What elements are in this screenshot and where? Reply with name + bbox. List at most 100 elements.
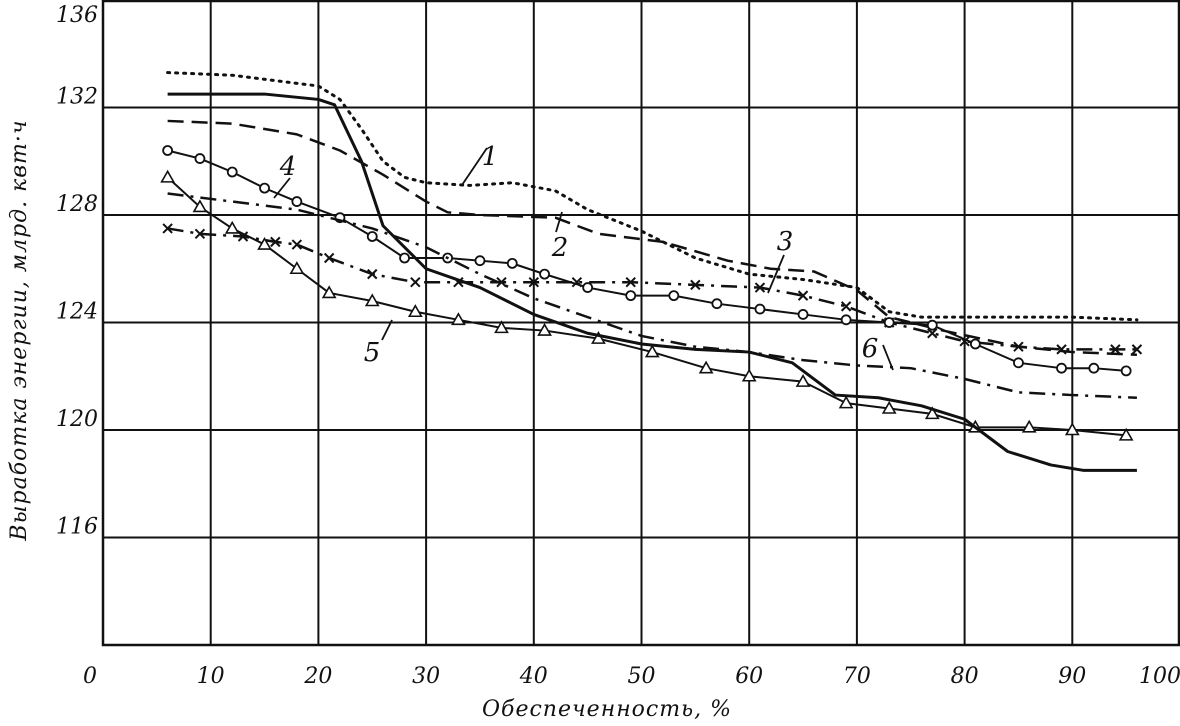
data-point-cross bbox=[1110, 344, 1121, 355]
y-tick-label: 116 bbox=[56, 515, 98, 540]
curve-label-6: 6 bbox=[862, 334, 879, 364]
data-point-triangle bbox=[795, 374, 811, 387]
data-point-circle bbox=[162, 145, 174, 156]
data-point-circle bbox=[711, 298, 723, 310]
data-point-circle bbox=[194, 153, 206, 164]
x-tick-label: 60 bbox=[735, 664, 763, 689]
data-point-triangle bbox=[1064, 422, 1080, 436]
curve-label-leader bbox=[555, 211, 563, 233]
data-point-triangle bbox=[257, 236, 272, 250]
data-point-triangle bbox=[289, 261, 305, 275]
x-tick-label: 10 bbox=[197, 664, 225, 689]
data-point-circle bbox=[291, 196, 303, 207]
curve-label-4: 4 bbox=[279, 152, 297, 182]
curve-label-5: 5 bbox=[364, 338, 381, 368]
x-tick-label: 90 bbox=[1058, 664, 1086, 689]
curve-label-leader bbox=[273, 177, 291, 199]
y-tick-label: 124 bbox=[56, 300, 98, 325]
data-point-triangle bbox=[698, 360, 714, 374]
data-point-circle bbox=[259, 182, 270, 194]
x-tick-label: 40 bbox=[519, 664, 548, 689]
x-tick-label: 50 bbox=[628, 664, 656, 689]
y-axis-title: Выработка энергии, млрд. квт·ч bbox=[7, 119, 32, 541]
data-point-circle bbox=[1013, 357, 1024, 369]
data-point-circle bbox=[1056, 362, 1067, 374]
y-tick-label: 136 bbox=[56, 3, 98, 28]
data-point-cross bbox=[367, 268, 378, 280]
curve-label-leader bbox=[767, 254, 785, 294]
data-point-triangle bbox=[741, 368, 757, 382]
data-point-circle bbox=[926, 319, 938, 331]
data-point-circle bbox=[840, 314, 852, 326]
x-tick-label: 80 bbox=[951, 664, 979, 689]
data-point-cross bbox=[690, 279, 701, 291]
data-point-circle bbox=[668, 290, 680, 302]
data-point-cross bbox=[1131, 344, 1143, 355]
data-point-cross bbox=[528, 276, 540, 288]
data-point-circle bbox=[883, 317, 895, 328]
curve-label-leader bbox=[461, 147, 488, 186]
data-point-triangle bbox=[192, 199, 208, 213]
data-point-circle bbox=[506, 257, 518, 269]
data-point-circle bbox=[625, 290, 637, 302]
data-point-circle bbox=[1120, 365, 1132, 377]
data-point-cross bbox=[237, 231, 249, 242]
curve-label-leader bbox=[882, 344, 894, 371]
x-tick-label: 100 bbox=[1139, 664, 1180, 689]
data-point-triangle bbox=[924, 406, 940, 420]
data-point-cross bbox=[323, 252, 335, 264]
data-point-cross bbox=[927, 328, 938, 339]
data-point-cross bbox=[291, 239, 303, 250]
data-point-circle bbox=[582, 282, 594, 293]
data-point-circle bbox=[399, 252, 410, 264]
data-point-circle bbox=[366, 231, 378, 242]
data-point-circle bbox=[1088, 362, 1100, 374]
x-tick-label: 70 bbox=[843, 664, 871, 689]
x-tick-label: 20 bbox=[303, 664, 332, 689]
data-point-cross bbox=[1056, 344, 1067, 355]
data-point-circle bbox=[474, 255, 486, 267]
data-point-circle bbox=[754, 303, 766, 315]
series-line-2 bbox=[167, 119, 1137, 356]
data-point-cross bbox=[496, 276, 507, 288]
data-point-circle bbox=[969, 338, 981, 350]
data-point-cross bbox=[754, 282, 766, 293]
data-point-triangle bbox=[881, 400, 897, 414]
series-line-4 bbox=[167, 149, 1127, 372]
data-point-triangle bbox=[407, 304, 423, 318]
curve-label-3: 3 bbox=[777, 227, 794, 257]
data-point-cross bbox=[1013, 341, 1024, 352]
data-point-triangle bbox=[321, 285, 337, 299]
data-point-cross bbox=[410, 276, 421, 288]
data-point-cross bbox=[797, 290, 809, 301]
data-point-triangle bbox=[160, 169, 175, 183]
data-point-cross bbox=[162, 223, 173, 234]
data-point-circle bbox=[797, 309, 809, 320]
data-point-circle bbox=[539, 268, 550, 280]
y-tick-label: 128 bbox=[56, 192, 98, 217]
data-point-circle bbox=[226, 166, 238, 178]
data-point-triangle bbox=[451, 312, 466, 326]
data-point-triangle bbox=[591, 331, 606, 344]
series-line-unnamed bbox=[167, 92, 1137, 472]
series-line-6 bbox=[167, 192, 1137, 399]
data-point-triangle bbox=[537, 322, 552, 336]
series-line-3 bbox=[167, 227, 1137, 351]
data-point-triangle bbox=[838, 395, 854, 409]
data-point-cross bbox=[194, 228, 206, 240]
x-tick-label: 30 bbox=[412, 664, 440, 689]
data-point-triangle bbox=[224, 220, 240, 234]
curve-label-leader bbox=[381, 319, 393, 341]
data-point-triangle bbox=[1021, 419, 1037, 433]
series-line-5 bbox=[166, 176, 1127, 437]
y-tick-label: 120 bbox=[56, 407, 98, 432]
y-tick-label: 132 bbox=[56, 85, 98, 110]
data-point-triangle bbox=[644, 344, 660, 358]
data-point-cross bbox=[625, 276, 636, 288]
x-axis-title: Обеспеченность, % bbox=[482, 697, 732, 722]
data-point-triangle bbox=[1118, 427, 1134, 441]
curve-label-1: 1 bbox=[482, 142, 499, 172]
data-point-cross bbox=[270, 236, 281, 248]
x-tick-label: 0 bbox=[83, 664, 97, 689]
curve-label-2: 2 bbox=[551, 233, 569, 263]
